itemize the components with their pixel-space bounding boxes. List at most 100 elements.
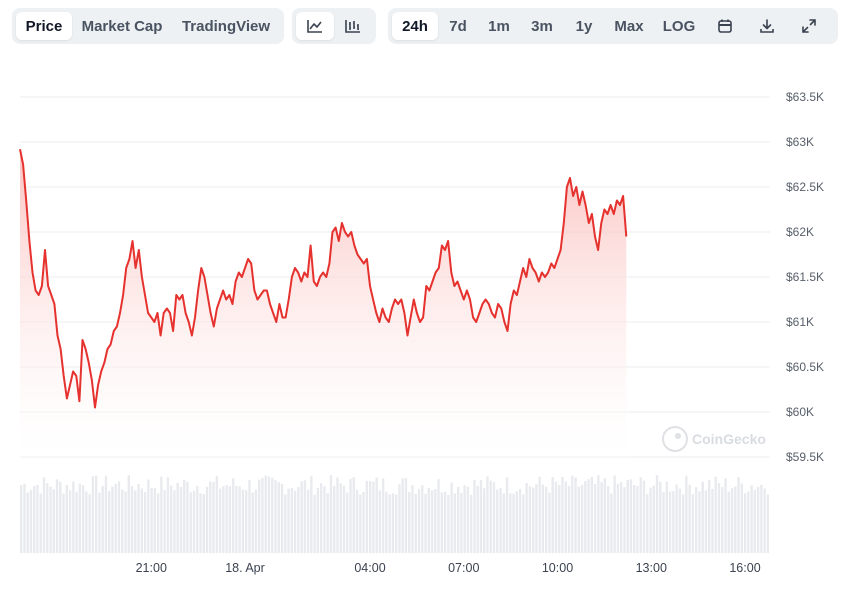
download-button[interactable] [746, 12, 788, 40]
volume-bar [130, 486, 134, 553]
volume-bar [222, 486, 225, 553]
volume-bar [215, 475, 218, 553]
volume-bar [156, 493, 160, 553]
volume-bar [476, 485, 479, 553]
range-1m[interactable]: 1m [488, 17, 510, 35]
volume-bar [724, 478, 727, 553]
x-tick-label: 18. Apr [225, 561, 265, 575]
volume-bar [355, 489, 359, 553]
range-1y[interactable]: 1y [575, 17, 593, 35]
volume-bar [545, 486, 548, 553]
volume-bar [541, 484, 545, 553]
volume-bar [134, 490, 137, 553]
range-max[interactable]: Max [614, 17, 644, 35]
volume-bar [414, 493, 417, 553]
volume-bar [52, 489, 55, 553]
tab-tradingview[interactable]: TradingView [181, 17, 271, 35]
volume-bar [218, 488, 222, 553]
volume-bar [287, 488, 290, 553]
chart-toolbar: Price Market Cap TradingView 24h 7d 1m 3… [12, 8, 838, 44]
volume-bar [499, 487, 502, 553]
date-picker-button[interactable] [704, 12, 746, 40]
volume-bar [492, 482, 496, 553]
volume-bar [587, 479, 590, 553]
volume-bar [36, 484, 39, 553]
volume-bar [551, 477, 554, 553]
volume-bar [606, 486, 610, 553]
volume-bar [313, 494, 316, 553]
volume-bar [613, 475, 616, 553]
range-3m[interactable]: 3m [531, 17, 553, 35]
volume-bar [590, 476, 593, 553]
volume-bar [750, 485, 753, 553]
volume-bar [558, 485, 561, 553]
volume-bar [698, 491, 701, 553]
volume-bar [205, 486, 209, 553]
volume-bar [78, 483, 82, 553]
volume-bar [678, 488, 682, 553]
volume-bar [72, 481, 75, 553]
volume-bar [714, 476, 717, 553]
volume-bar [763, 488, 766, 553]
view-tab-group: Price Market Cap TradingView [12, 8, 284, 44]
volume-bar [85, 491, 88, 553]
volume-bar [463, 485, 466, 553]
volume-bar [756, 486, 760, 553]
volume-bar [450, 482, 453, 553]
volume-bar [721, 487, 724, 553]
range-7d[interactable]: 7d [449, 17, 467, 35]
volume-bar [486, 476, 489, 553]
volume-bar [381, 478, 385, 553]
volume-bar [342, 485, 346, 553]
volume-bar [137, 484, 140, 553]
volume-bar [740, 483, 743, 553]
volume-bar [711, 488, 714, 553]
volume-bar [489, 480, 492, 553]
tab-price[interactable]: Price [16, 12, 72, 40]
volume-bar [600, 482, 603, 553]
volume-bar [597, 475, 600, 553]
volume-bar [333, 485, 336, 553]
volume-bar [284, 494, 287, 553]
volume-bar [538, 476, 541, 553]
volume-bar [212, 482, 215, 553]
tab-market-cap[interactable]: Market Cap [81, 17, 163, 35]
volume-bar [515, 491, 518, 553]
volume-bar [603, 478, 607, 553]
volume-bar [688, 484, 691, 553]
volume-bar [427, 487, 430, 553]
volume-bar [554, 481, 558, 553]
volume-bar [95, 475, 98, 553]
volume-bar [108, 491, 111, 553]
volume-bar [535, 484, 538, 553]
volume-bar [300, 481, 303, 553]
volume-bar [166, 477, 170, 553]
volume-bar [470, 494, 473, 553]
volume-bar [277, 482, 280, 553]
range-log[interactable]: LOG [662, 17, 696, 35]
coingecko-logo-icon [662, 426, 688, 452]
volume-bar [231, 478, 235, 553]
range-group: 24h 7d 1m 3m 1y Max LOG [388, 8, 838, 44]
volume-bar [404, 478, 408, 553]
volume-bar [62, 493, 65, 553]
volume-bar [179, 486, 183, 553]
volume-bar [447, 494, 450, 553]
volume-bar [147, 479, 150, 553]
volume-bar [163, 490, 166, 553]
line-chart-button[interactable] [296, 12, 334, 40]
range-24h[interactable]: 24h [392, 12, 438, 40]
volume-bar [59, 481, 62, 553]
volume-bar [362, 491, 365, 553]
volume-bar [98, 492, 101, 553]
volume-bar [633, 484, 636, 553]
volume-bar [238, 486, 241, 553]
ohlc-chart-button[interactable] [334, 12, 372, 40]
fullscreen-button[interactable] [788, 12, 830, 40]
volume-bar [49, 486, 52, 553]
volume-bar [528, 486, 532, 553]
volume-bar [378, 490, 382, 553]
x-tick-label: 04:00 [354, 561, 385, 575]
volume-bar [117, 481, 121, 553]
